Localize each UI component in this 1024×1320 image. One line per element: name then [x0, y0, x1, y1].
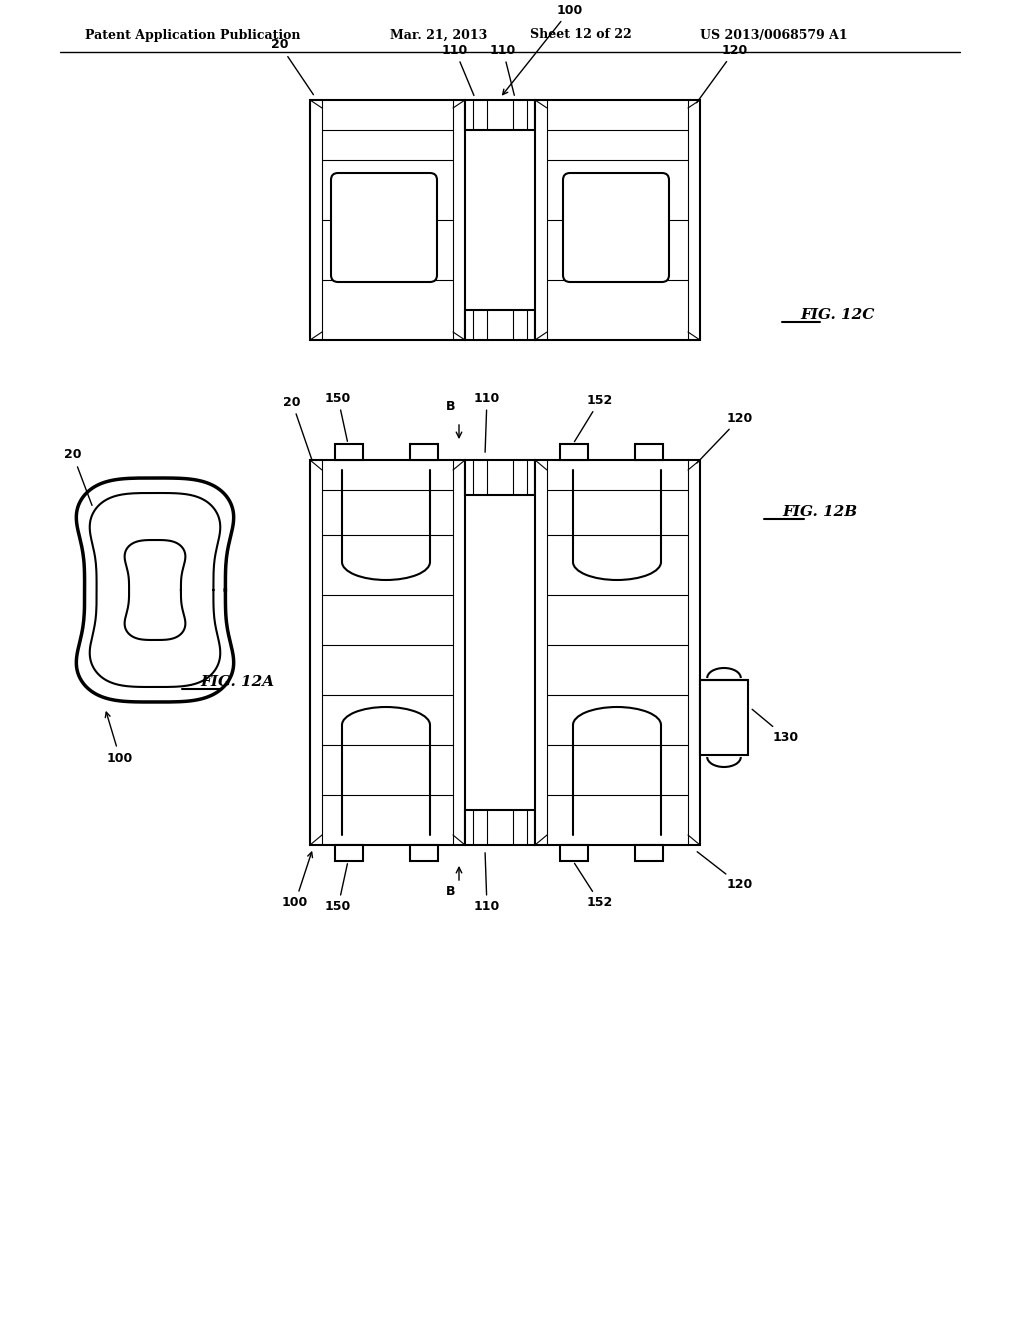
FancyBboxPatch shape — [331, 173, 437, 282]
Bar — [560, 444, 588, 459]
Text: 100: 100 — [282, 853, 312, 909]
Text: 110: 110 — [442, 44, 474, 95]
Bar — [560, 845, 588, 861]
FancyBboxPatch shape — [563, 173, 669, 282]
Bar — [465, 310, 535, 341]
Text: 20: 20 — [271, 38, 313, 95]
Text: 150: 150 — [325, 392, 351, 441]
Text: Mar. 21, 2013: Mar. 21, 2013 — [390, 29, 487, 41]
Bar — [700, 680, 748, 755]
Text: FIG. 12B: FIG. 12B — [782, 506, 857, 519]
Text: Sheet 12 of 22: Sheet 12 of 22 — [530, 29, 632, 41]
Text: 100: 100 — [503, 4, 583, 95]
Text: US 2013/0068579 A1: US 2013/0068579 A1 — [700, 29, 848, 41]
Text: FIG. 12A: FIG. 12A — [200, 675, 274, 689]
Bar — [535, 459, 700, 845]
Bar — [410, 444, 438, 459]
Bar — [465, 100, 535, 129]
Text: 20: 20 — [65, 449, 92, 506]
Text: 120: 120 — [696, 44, 749, 103]
Text: 100: 100 — [105, 713, 133, 764]
Bar — [410, 845, 438, 861]
Text: 110: 110 — [474, 392, 500, 453]
Text: Patent Application Publication: Patent Application Publication — [85, 29, 300, 41]
Text: 110: 110 — [474, 853, 500, 913]
Text: 120: 120 — [697, 851, 753, 891]
Text: 152: 152 — [574, 393, 613, 442]
Bar — [335, 444, 362, 459]
Bar — [635, 444, 663, 459]
Bar — [310, 100, 465, 341]
Text: 110: 110 — [489, 44, 516, 95]
Bar — [535, 100, 700, 341]
Text: 120: 120 — [697, 412, 753, 463]
Text: B: B — [446, 400, 456, 413]
Text: 20: 20 — [284, 396, 312, 461]
Text: 152: 152 — [574, 863, 613, 909]
Text: FIG. 12C: FIG. 12C — [800, 308, 874, 322]
Bar — [635, 845, 663, 861]
Bar — [310, 459, 465, 845]
Text: 150: 150 — [325, 863, 351, 913]
Bar — [465, 459, 535, 495]
Text: B: B — [446, 884, 456, 898]
Bar — [465, 810, 535, 845]
Bar — [335, 845, 362, 861]
Text: 130: 130 — [753, 709, 799, 744]
